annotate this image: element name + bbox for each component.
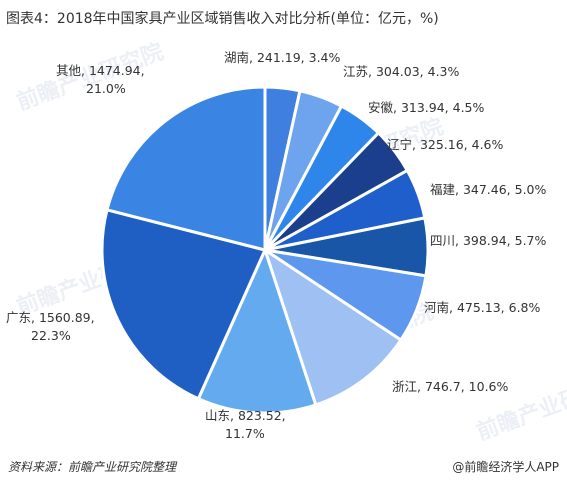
- slice-label: 四川, 398.94, 5.7%: [430, 233, 547, 248]
- chart-title: 图表4：2018年中国家具产业区域销售收入对比分析(单位：亿元，%): [6, 11, 439, 27]
- slice-label: 福建, 347.46, 5.0%: [430, 182, 547, 197]
- slice-label: 江苏, 304.03, 4.3%: [343, 64, 460, 79]
- slice-label: 广东, 1560.89, 22.3%: [6, 310, 95, 343]
- slice-label: 河南, 475.13, 6.8%: [424, 300, 541, 315]
- pie-slice-11: [105, 85, 267, 252]
- slice-label: 辽宁, 325.16, 4.6%: [387, 137, 504, 152]
- slice-label: 湖南, 241.19, 3.4%: [224, 50, 341, 65]
- source-note: 资料来源：前瞻产业研究院整理: [8, 460, 177, 474]
- slice-label: 安徽, 313.94, 4.5%: [368, 100, 485, 115]
- pie-slice-8: [262, 246, 403, 407]
- pie-slice-9: [196, 245, 318, 415]
- credit-note: @前瞻经济学人APP: [452, 460, 559, 474]
- pie-labels: 湖南, 241.19, 3.4%江苏, 304.03, 4.3% 安徽, 313.…: [6, 50, 547, 441]
- pie-slices: [100, 85, 430, 415]
- slice-label: 其他, 1474.94, 21.0%: [56, 63, 145, 96]
- slice-label: 山东, 823.52, 11.7%: [205, 408, 286, 441]
- pie-slice-10: [100, 207, 268, 401]
- slice-label: 浙江, 746.7, 10.6%: [392, 379, 509, 394]
